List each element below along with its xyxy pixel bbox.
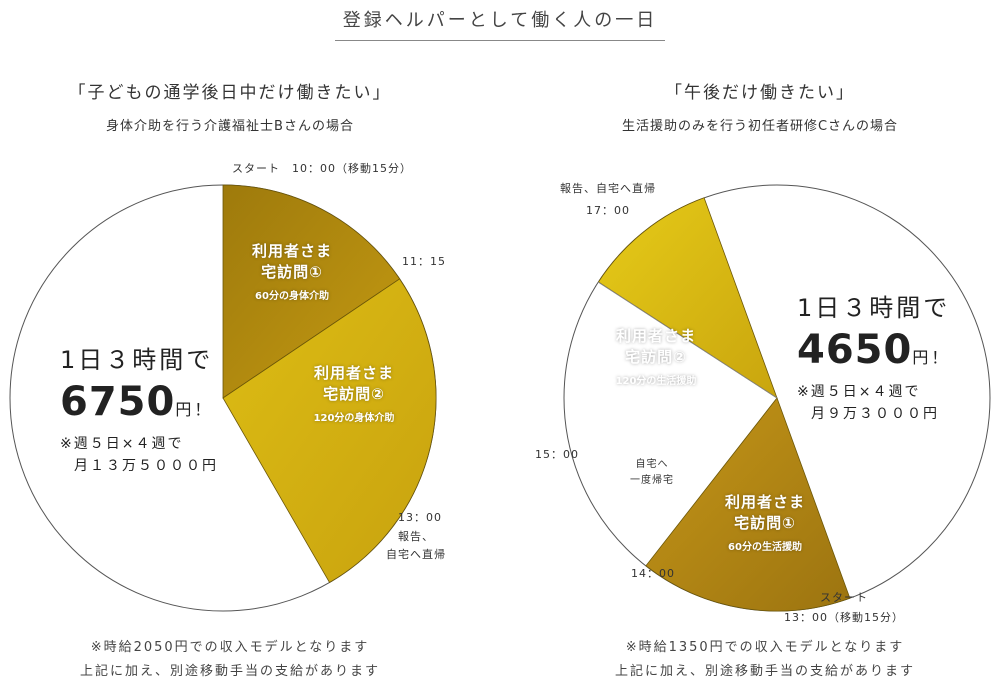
left-summary: 1日３時間で 6750円！ ※週５日×４週で 月１３万５０００円 [60,346,218,474]
right-1400-label: 14：00 [631,567,675,580]
right-quote: 「午後だけ働きたい」 [665,83,855,103]
right-report-label: 報告、自宅へ直帰 17：00 [560,182,656,217]
left-footnote: ※時給2050円での収入モデルとなります 上記に加え、別途移動手当の支給がありま… [79,640,380,679]
left-start-label: スタート 10：00（移動15分） [232,162,412,175]
right-heading: 「午後だけ働きたい」 生活援助のみを行う初任者研修Cさんの場合 [570,78,950,134]
left-slice-1-label: 利用者さま 宅訪問① 60分の身体介助 [251,242,332,302]
left-1300-label: 13：00 [398,511,442,524]
left-description: 身体介助を行う介護福祉士Bさんの場合 [106,119,354,134]
right-slice-visit-1 [645,397,851,612]
right-slice-visit-2 [597,197,778,399]
left-quote: 「子どもの通学後日中だけ働きたい」 [68,83,392,103]
page-title: 登録ヘルパーとして働く人の一日 [0,6,1000,41]
right-slice-1-label: 利用者さま 宅訪問① 60分の生活援助 [724,493,805,553]
right-start-label: スタート 13：00（移動15分） [784,591,904,624]
right-1500-label: 15：00 [535,448,579,461]
right-slice-2-label: 利用者さま 宅訪問② 120分の生活援助 [615,327,697,387]
left-report-label: 報告、 自宅へ直帰 [386,530,446,561]
right-footnote: ※時給1350円での収入モデルとなります 上記に加え、別途移動手当の支給がありま… [614,640,915,679]
left-slice-visit-1 [222,184,401,399]
right-gap-label: 自宅へ 一度帰宅 [630,459,674,486]
left-heading: 「子どもの通学後日中だけ働きたい」 身体介助を行う介護福祉士Bさんの場合 [40,78,420,134]
right-description: 生活援助のみを行う初任者研修Cさんの場合 [621,119,899,134]
right-summary: 1日３時間で 4650円！ ※週５日×４週で 月９万３０００円 [797,294,951,422]
left-slice-2-label: 利用者さま 宅訪問② 120分の身体介助 [313,364,395,424]
left-slice-visit-2 [222,278,437,584]
left-1115-label: 11：15 [402,255,446,268]
